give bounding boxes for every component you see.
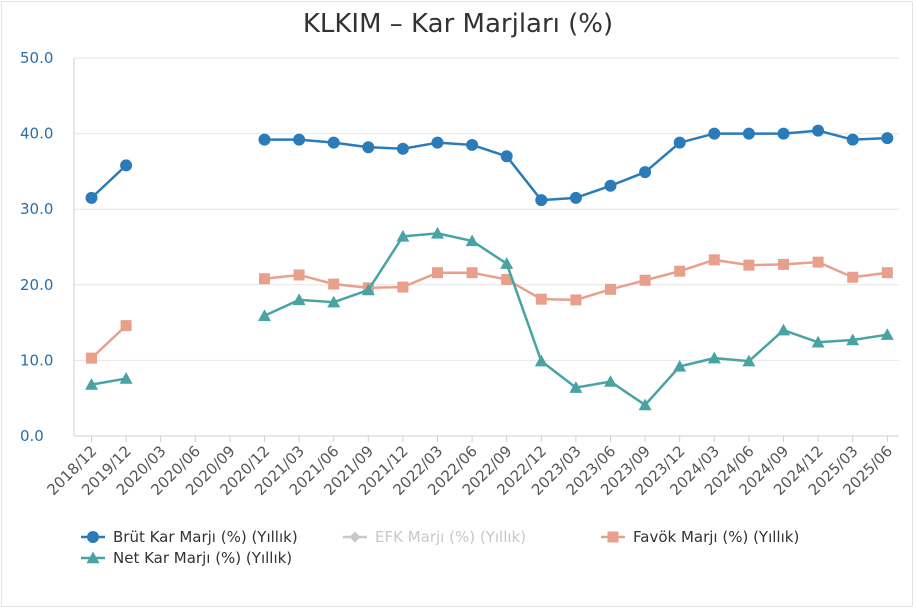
data-point bbox=[707, 351, 721, 364]
legend-label[interactable]: Brüt Kar Marjı (%) (Yıllık) bbox=[113, 528, 298, 546]
series-3 bbox=[85, 226, 894, 411]
data-point bbox=[570, 294, 582, 306]
data-point bbox=[812, 256, 824, 268]
data-point bbox=[396, 142, 409, 155]
legend-marker bbox=[607, 531, 619, 543]
data-point bbox=[327, 136, 340, 149]
data-point bbox=[639, 166, 652, 179]
data-point bbox=[85, 191, 98, 204]
chart-title: KLKIM – Kar Marjları (%) bbox=[303, 9, 613, 39]
data-point bbox=[500, 257, 514, 269]
y-tick-label: 10.0 bbox=[20, 351, 53, 369]
data-point bbox=[292, 293, 306, 306]
data-point bbox=[397, 281, 409, 293]
series-line bbox=[91, 377, 127, 386]
y-tick-label: 40.0 bbox=[20, 125, 53, 143]
legend-marker bbox=[87, 531, 99, 543]
data-point bbox=[674, 265, 686, 277]
data-point bbox=[777, 323, 790, 336]
legend-item[interactable]: Net Kar Marjı (%) (Yıllık) bbox=[81, 549, 292, 567]
data-point bbox=[119, 372, 133, 384]
data-point bbox=[639, 274, 651, 286]
y-tick-label: 30.0 bbox=[20, 200, 53, 218]
data-point bbox=[812, 124, 825, 137]
y-axis: 0.0 10.0 20.0 30.0 40.0 50.0 bbox=[20, 49, 53, 445]
data-point bbox=[846, 333, 860, 346]
data-point bbox=[535, 293, 547, 305]
data-point bbox=[120, 320, 132, 332]
legend-marker bbox=[349, 531, 361, 543]
data-point bbox=[743, 259, 755, 271]
data-point bbox=[673, 136, 686, 149]
series-line bbox=[90, 324, 127, 360]
legend-item[interactable]: Brüt Kar Marjı (%) (Yıllık) bbox=[81, 528, 298, 546]
data-point bbox=[258, 309, 271, 321]
y-tick-label: 50.0 bbox=[20, 49, 53, 67]
data-point bbox=[708, 254, 720, 266]
legend-item[interactable]: EFK Marjı (%) (Yıllık) bbox=[343, 528, 526, 546]
data-point bbox=[327, 295, 341, 308]
legend-label[interactable]: EFK Marjı (%) (Yıllık) bbox=[375, 528, 526, 546]
data-point bbox=[880, 328, 894, 340]
series-line bbox=[263, 232, 888, 407]
legend-label[interactable]: Favök Marjı (%) (Yıllık) bbox=[633, 528, 799, 546]
data-point bbox=[466, 267, 478, 279]
data-point bbox=[85, 378, 98, 390]
data-point bbox=[605, 283, 616, 295]
data-point bbox=[328, 278, 340, 290]
data-point bbox=[673, 359, 687, 372]
series-layer bbox=[85, 124, 894, 411]
series-2 bbox=[86, 254, 893, 364]
data-point bbox=[811, 335, 825, 348]
data-point bbox=[881, 132, 894, 145]
data-point bbox=[569, 191, 582, 204]
data-point bbox=[847, 271, 859, 283]
grid bbox=[73, 57, 899, 437]
data-point bbox=[259, 273, 270, 285]
x-axis: 2018/122019/122020/032020/062020/092020/… bbox=[44, 436, 896, 499]
data-point bbox=[362, 141, 375, 154]
data-point bbox=[846, 133, 859, 146]
legend[interactable]: Brüt Kar Marjı (%) (Yıllık) EFK Marjı (%)… bbox=[81, 528, 799, 567]
data-point bbox=[86, 352, 97, 364]
data-point bbox=[881, 267, 893, 279]
series-line bbox=[264, 129, 888, 202]
data-point bbox=[500, 150, 513, 163]
data-point bbox=[258, 133, 271, 146]
data-point bbox=[120, 159, 133, 172]
data-point bbox=[777, 127, 790, 140]
data-point bbox=[465, 234, 479, 247]
data-point bbox=[604, 375, 617, 387]
y-tick-label: 20.0 bbox=[20, 276, 53, 294]
data-point bbox=[432, 267, 443, 279]
data-point bbox=[742, 354, 756, 367]
data-point bbox=[778, 258, 789, 270]
data-point bbox=[604, 179, 617, 192]
legend-label[interactable]: Net Kar Marjı (%) (Yıllık) bbox=[113, 549, 292, 567]
data-point bbox=[535, 194, 548, 207]
data-point bbox=[361, 283, 375, 296]
data-point bbox=[638, 398, 652, 411]
y-tick-label: 0.0 bbox=[20, 427, 44, 445]
data-point bbox=[569, 381, 583, 393]
data-point bbox=[293, 133, 306, 146]
series-0 bbox=[85, 124, 894, 207]
legend-item[interactable]: Favök Marjı (%) (Yıllık) bbox=[601, 528, 799, 546]
data-point bbox=[708, 127, 721, 140]
data-point bbox=[431, 136, 444, 149]
data-point bbox=[742, 127, 755, 140]
data-point bbox=[293, 269, 305, 281]
data-point bbox=[466, 138, 479, 151]
data-point bbox=[534, 354, 548, 367]
data-point bbox=[396, 229, 410, 242]
legend-marker bbox=[86, 551, 100, 564]
data-point bbox=[431, 226, 444, 239]
data-point bbox=[501, 274, 513, 286]
series-line bbox=[90, 164, 127, 199]
